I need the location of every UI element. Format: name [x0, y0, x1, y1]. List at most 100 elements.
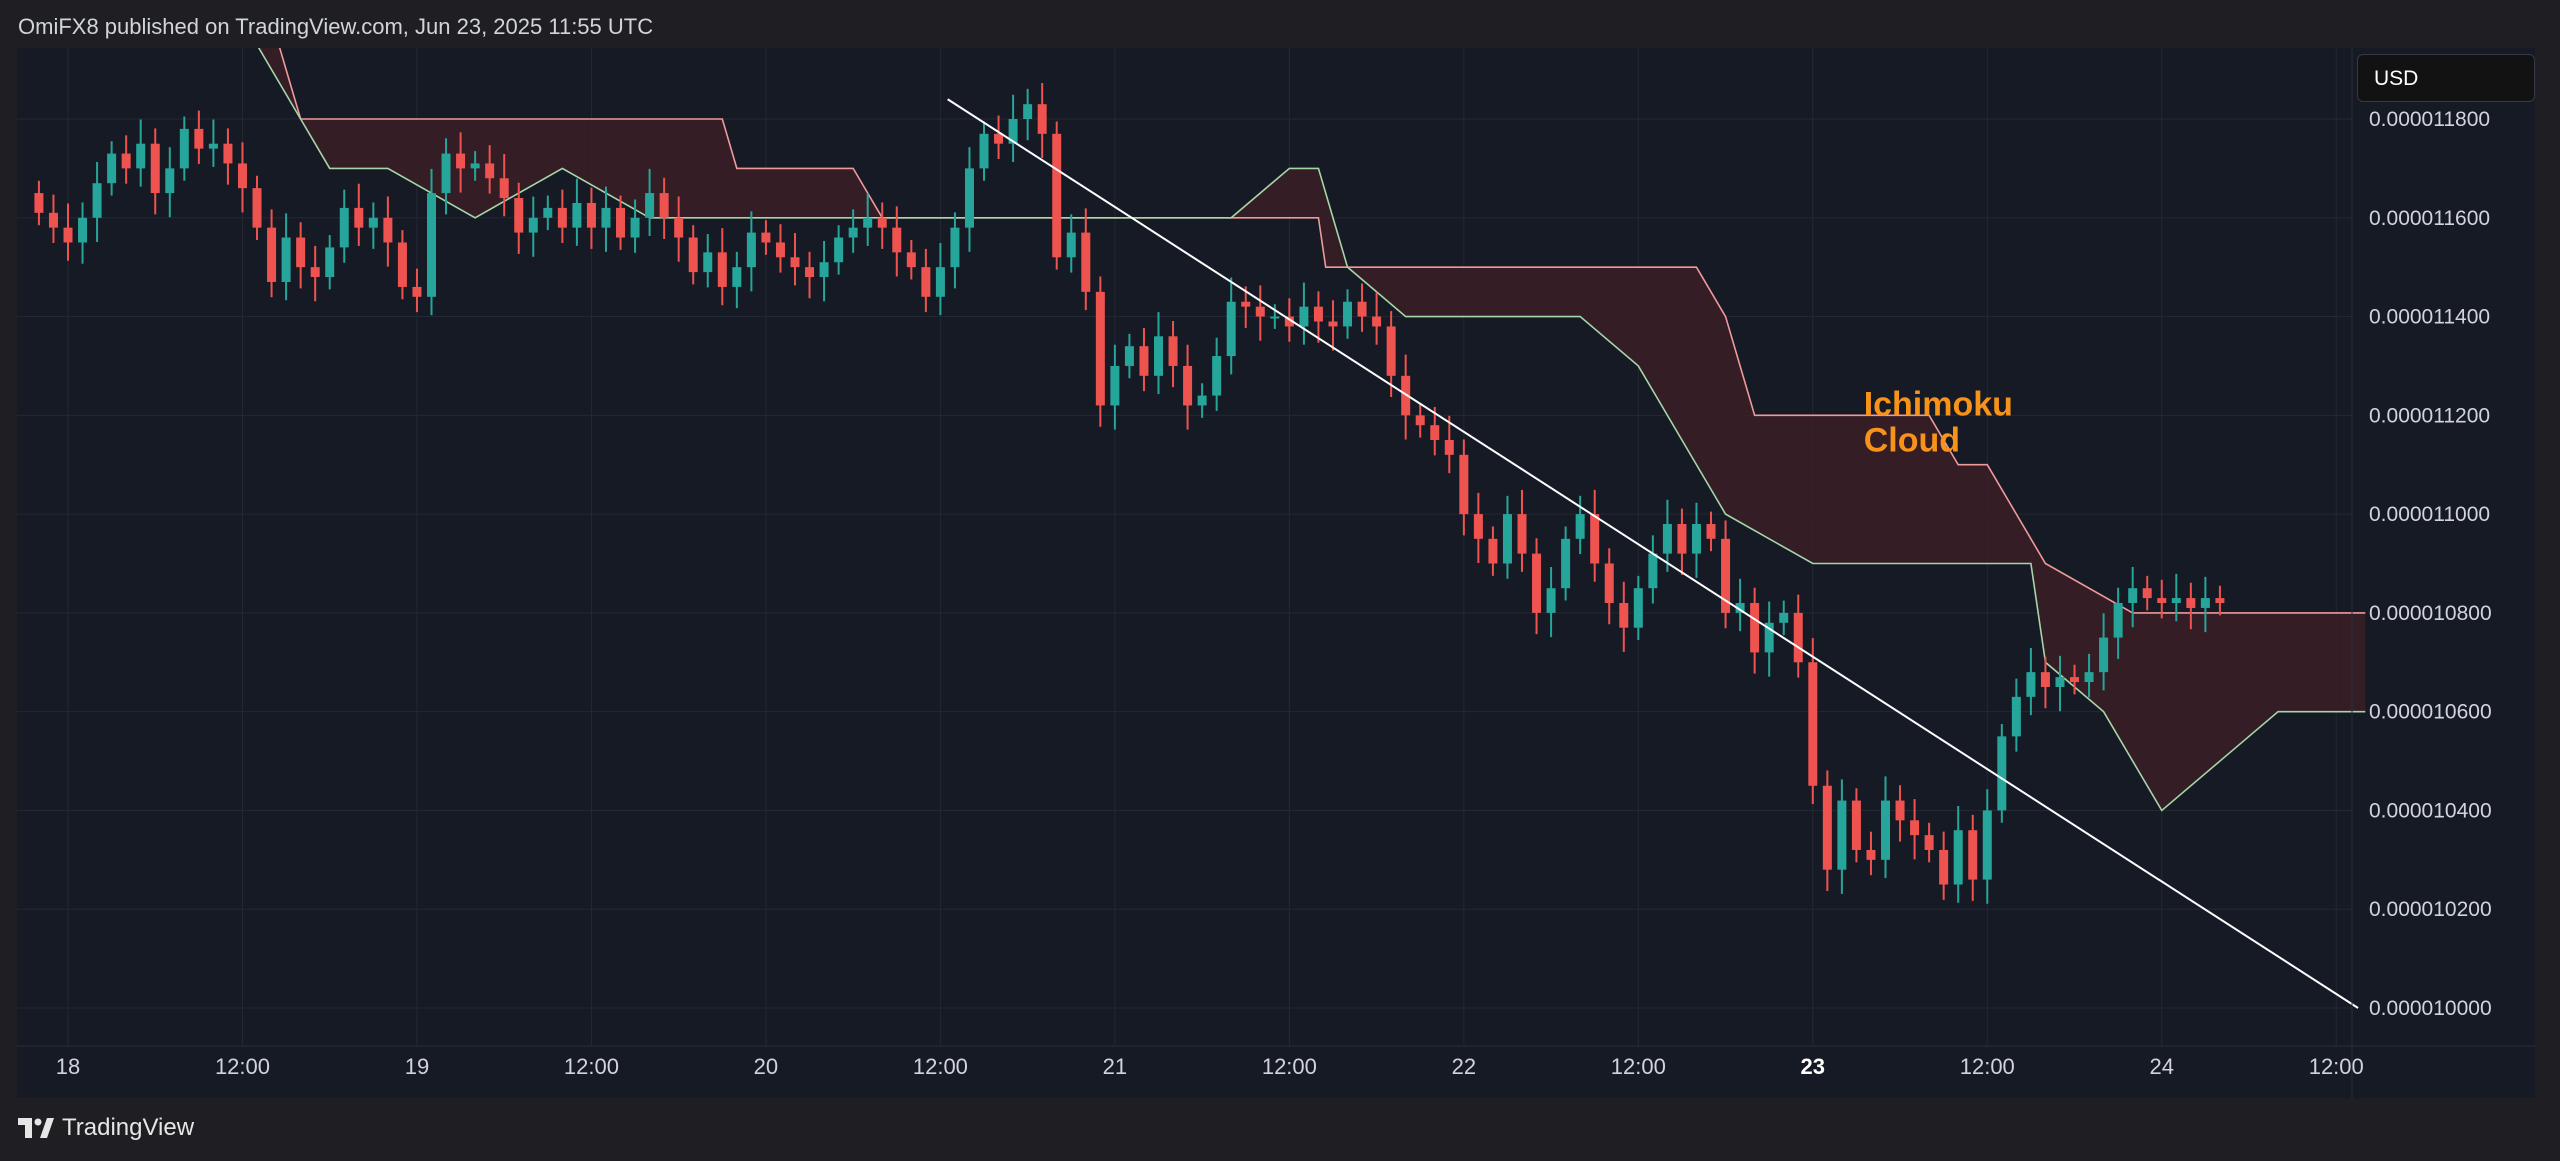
candle: [645, 168, 655, 237]
y-tick-label: 0.000011400: [2369, 306, 2490, 329]
candle-body: [121, 153, 131, 169]
cloud-fill: [258, 48, 2366, 811]
candle-body: [1241, 301, 1251, 307]
candle: [1299, 282, 1309, 345]
candle: [1008, 94, 1018, 162]
candle: [994, 115, 1004, 160]
candle: [456, 132, 466, 193]
candle: [586, 187, 596, 249]
candle-body: [877, 217, 887, 228]
y-tick-label: 0.000011000: [2369, 503, 2490, 526]
candle: [1793, 594, 1803, 678]
candle-body: [601, 207, 611, 228]
candle-body: [2128, 588, 2138, 604]
y-tick-label: 0.000010200: [2369, 898, 2492, 921]
candle: [2055, 655, 2065, 712]
candle: [1532, 538, 1542, 635]
candle: [107, 141, 117, 196]
candle: [2157, 579, 2167, 619]
candle: [310, 245, 320, 302]
candle-body: [237, 163, 247, 189]
candle: [964, 147, 974, 252]
candle: [935, 242, 945, 316]
candle: [790, 233, 800, 286]
candle-body: [892, 227, 902, 253]
candle-body: [1052, 133, 1062, 258]
ichimoku-cloud: [257, 48, 2366, 812]
price-chart[interactable]: Ichimoku Cloud 0.0000118000.0000116000.00…: [17, 48, 2535, 1098]
candle-body: [1721, 538, 1731, 613]
candle: [383, 196, 393, 267]
candle: [1750, 587, 1760, 674]
candle-body: [325, 247, 335, 278]
candle: [2200, 576, 2210, 633]
candle: [499, 154, 509, 217]
candle: [296, 222, 306, 289]
candle: [412, 268, 422, 313]
candle: [121, 135, 131, 184]
candle-body: [1837, 800, 1847, 870]
candle-body: [1735, 603, 1745, 613]
candle: [1270, 304, 1280, 329]
candle-body: [732, 267, 742, 287]
candle-body: [2171, 598, 2181, 604]
candle-body: [1517, 514, 1527, 554]
candle-body: [1968, 830, 1978, 880]
candle: [470, 151, 480, 181]
candle: [2099, 613, 2109, 691]
candle-body: [267, 227, 277, 282]
candle: [223, 128, 233, 185]
candle-body: [368, 217, 378, 228]
candle: [1139, 327, 1149, 392]
candle-body: [1779, 612, 1789, 623]
x-tick-label: 22: [1452, 1054, 1476, 1079]
leading-span-a: [257, 48, 2366, 812]
y-tick-label: 0.000010000: [2369, 997, 2492, 1020]
candle: [78, 202, 88, 264]
descending-trendline: [947, 98, 2359, 1009]
candle: [1851, 788, 1861, 863]
candle: [92, 161, 102, 242]
candle-body: [1110, 365, 1120, 406]
candle: [601, 186, 611, 252]
candle: [1488, 526, 1498, 576]
y-tick-label: 0.000011600: [2369, 207, 2490, 230]
candle-body: [1255, 306, 1265, 317]
candle-body: [339, 207, 349, 248]
candle: [1168, 321, 1178, 388]
tradingview-brand[interactable]: TradingView: [18, 1114, 194, 1142]
candle: [2011, 678, 2021, 752]
currency-selector[interactable]: USD: [2357, 54, 2535, 102]
chart-area[interactable]: Ichimoku Cloud 0.000011800 0.000011600 0.00…: [17, 48, 2535, 1098]
candle-body: [456, 153, 466, 169]
brand-name: TradingView: [62, 1114, 195, 1141]
candle: [208, 119, 218, 167]
candle-body: [935, 267, 945, 297]
candle: [2040, 656, 2050, 709]
candle: [1313, 291, 1323, 343]
candle: [1052, 121, 1062, 270]
candle: [1633, 575, 1643, 641]
candle: [1110, 344, 1120, 430]
candle-body: [1488, 538, 1498, 564]
candle: [1124, 333, 1134, 379]
candle: [979, 121, 989, 181]
candle-body: [165, 168, 175, 194]
candle: [1154, 312, 1163, 395]
candle: [1939, 831, 1949, 900]
candle: [48, 194, 58, 243]
candle-body: [1502, 514, 1512, 564]
candle: [557, 189, 567, 243]
candle-body: [514, 198, 524, 233]
candle-body: [674, 217, 684, 238]
candle: [2186, 582, 2196, 630]
x-tick-label: 21: [1103, 1054, 1127, 1079]
candle: [1575, 495, 1585, 555]
candle-body: [1095, 291, 1105, 406]
candle: [1866, 831, 1876, 876]
y-tick-label: 0.000010400: [2369, 799, 2492, 822]
candle: [1677, 508, 1687, 575]
candle-body: [688, 237, 698, 273]
candle: [659, 177, 669, 240]
candle-body: [848, 227, 858, 238]
